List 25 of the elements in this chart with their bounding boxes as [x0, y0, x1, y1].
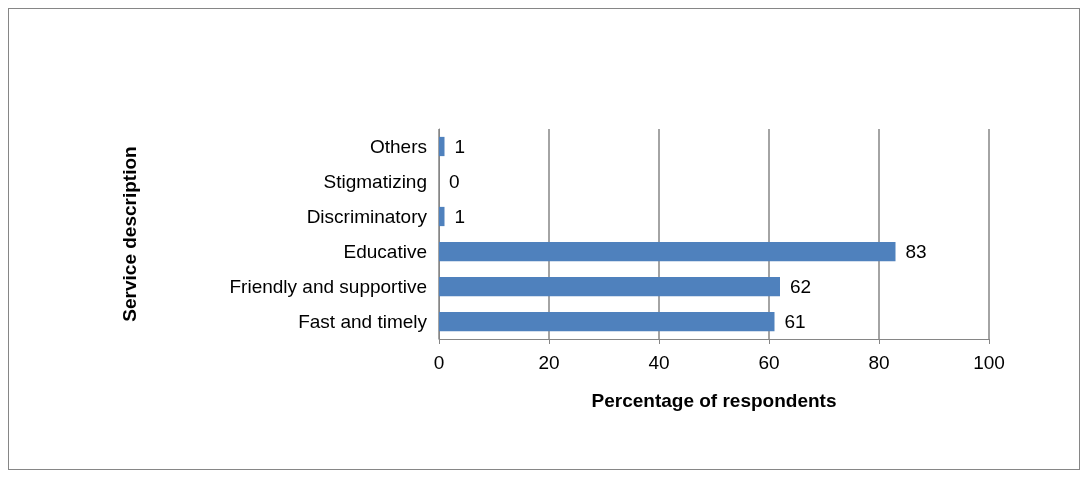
data-label: 61	[784, 311, 806, 332]
y-tick-label: Stigmatizing	[323, 171, 427, 192]
x-tick-label: 60	[758, 352, 780, 373]
data-label: 1	[454, 136, 466, 157]
x-tick-label: 40	[648, 352, 670, 373]
y-tick-label: Fast and timely	[298, 311, 428, 332]
y-tick-label: Others	[369, 136, 427, 157]
data-label: 62	[790, 276, 812, 297]
bar	[439, 206, 445, 227]
x-tick-label: 100	[973, 352, 1005, 373]
bar	[439, 311, 775, 332]
y-tick-label: Friendly and supportive	[229, 276, 427, 297]
y-axis-title: Service description	[119, 146, 140, 322]
x-tick-label: 20	[538, 352, 560, 373]
bar	[439, 241, 896, 262]
bar	[439, 276, 780, 297]
y-tick-label: Discriminatory	[306, 206, 428, 227]
data-label: 1	[454, 206, 466, 227]
x-tick-label: 0	[433, 352, 445, 373]
x-tick-label: 80	[868, 352, 890, 373]
bar	[439, 136, 445, 157]
x-axis-title: Percentage of respondents	[591, 390, 837, 411]
data-label: 0	[449, 171, 460, 192]
data-label: 83	[905, 241, 927, 262]
y-tick-label: Educative	[343, 241, 427, 262]
